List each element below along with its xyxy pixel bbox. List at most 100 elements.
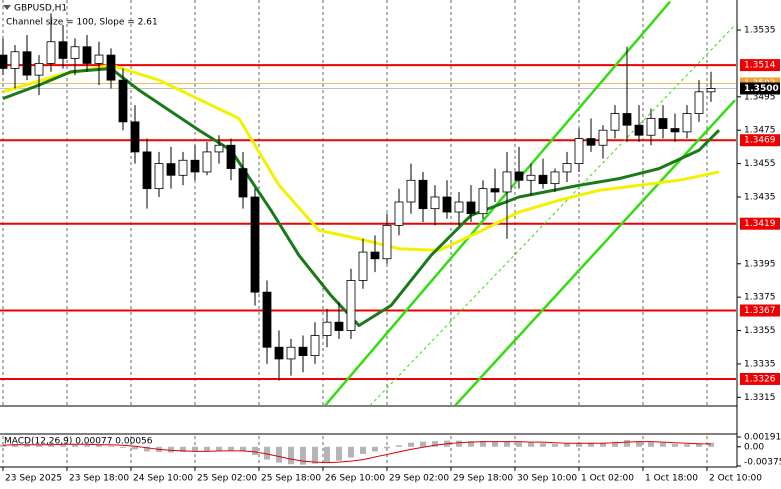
- candle-body: [514, 171, 524, 181]
- level-label-box: [740, 134, 780, 147]
- y-tick-label: 1.3355: [744, 326, 776, 336]
- x-tick-label: 30 Sep 10:00: [517, 474, 577, 484]
- candle-body: [706, 88, 716, 93]
- x-tick-label: 25 Sep 02:00: [197, 474, 257, 484]
- candle-body: [22, 51, 32, 76]
- candle-body: [334, 321, 344, 331]
- candle-body: [454, 201, 464, 213]
- level-label: 1.3514: [744, 61, 776, 71]
- macd-bar: [360, 446, 366, 454]
- macd-bar: [516, 442, 522, 447]
- y-tick-label: -0.00375: [744, 458, 781, 468]
- candle-body: [154, 163, 164, 190]
- macd-bar: [276, 446, 282, 463]
- candle-body: [10, 51, 20, 69]
- candle-body: [634, 124, 644, 136]
- candle-body: [130, 121, 140, 153]
- candle-body: [238, 168, 248, 198]
- macd-bar: [684, 444, 690, 447]
- x-tick-label: 25 Sep 18:00: [261, 474, 321, 484]
- candle-body: [490, 188, 500, 193]
- candle-body: [502, 171, 512, 193]
- candle-body: [586, 138, 596, 146]
- candle-body: [430, 196, 440, 210]
- macd-bar: [312, 446, 318, 464]
- level-label-box: [740, 372, 780, 385]
- macd-bar: [264, 446, 270, 460]
- macd-bar: [648, 442, 654, 447]
- macd-bar: [192, 446, 198, 452]
- macd-bar: [480, 441, 486, 447]
- y-tick-label: 1.3475: [744, 126, 776, 136]
- macd-bar: [324, 446, 330, 463]
- candle-body: [358, 251, 368, 281]
- candle-body: [670, 128, 680, 133]
- x-tick-label: 29 Sep 18:00: [453, 474, 513, 484]
- macd-bar: [504, 441, 510, 447]
- macd-bar: [84, 444, 90, 447]
- x-tick-label: 1 Oct 02:00: [581, 474, 634, 484]
- macd-bar: [636, 441, 642, 447]
- x-tick-label: 23 Sep 18:00: [69, 474, 129, 484]
- candle-body: [682, 113, 692, 133]
- chart-title: GBPUSD,H1: [14, 4, 67, 14]
- price-label: 1.3500: [744, 84, 779, 94]
- candle-body: [478, 188, 488, 215]
- macd-panel: [0, 436, 714, 466]
- macd-bar: [384, 446, 390, 449]
- macd-bar: [24, 444, 30, 447]
- moving-average: [2, 63, 720, 252]
- macd-bar: [672, 443, 678, 447]
- candle-body: [442, 196, 452, 213]
- candle-body: [298, 346, 308, 356]
- level-label: 1.3469: [744, 136, 776, 146]
- candle-body: [322, 321, 332, 336]
- candle-body: [466, 201, 476, 215]
- candle-body: [646, 118, 656, 136]
- macd-bar: [696, 443, 702, 447]
- macd-bar: [336, 446, 342, 461]
- candle-body: [310, 335, 320, 356]
- macd-bar: [576, 443, 582, 447]
- macd-bar: [300, 446, 306, 465]
- macd-bar: [552, 443, 558, 447]
- macd-bar: [468, 441, 474, 447]
- macd-bar: [456, 440, 462, 447]
- y-tick-label: 1.3535: [744, 26, 776, 36]
- macd-bar: [204, 446, 210, 451]
- macd-bar: [408, 442, 414, 447]
- y-tick-label: 1.3375: [744, 293, 776, 303]
- candle-body: [406, 179, 416, 203]
- x-tick-label: 24 Sep 10:00: [133, 474, 193, 484]
- candle-body: [94, 54, 104, 64]
- macd-bar: [252, 446, 258, 455]
- candle-body: [694, 91, 704, 114]
- macd-bar: [348, 446, 354, 458]
- candle-body: [118, 79, 128, 123]
- y-tick-label: 1.3455: [744, 159, 776, 169]
- title-icon: [3, 5, 11, 10]
- candle-body: [538, 174, 548, 185]
- macd-bar: [60, 444, 66, 447]
- candle-body: [82, 46, 92, 64]
- macd-bar: [180, 446, 186, 452]
- candle-body: [658, 118, 668, 129]
- macd-bar: [612, 441, 618, 447]
- macd-bar: [72, 444, 78, 447]
- y-tick-label: 0.00: [744, 442, 764, 452]
- macd-bar: [228, 446, 234, 451]
- macd-bar: [36, 444, 42, 447]
- price-panel: [0, 0, 736, 405]
- candle-body: [202, 151, 212, 173]
- candle-body: [370, 251, 380, 260]
- macd-bar: [216, 446, 222, 451]
- macd-bar: [600, 442, 606, 447]
- macd-bar: [168, 446, 174, 453]
- candle-body: [346, 280, 356, 331]
- candle-body: [562, 163, 572, 173]
- x-tick-label: 23 Sep 2025: [5, 474, 62, 484]
- macd-signal: [2, 441, 712, 464]
- candle-body: [418, 179, 428, 210]
- candle-body: [610, 113, 620, 131]
